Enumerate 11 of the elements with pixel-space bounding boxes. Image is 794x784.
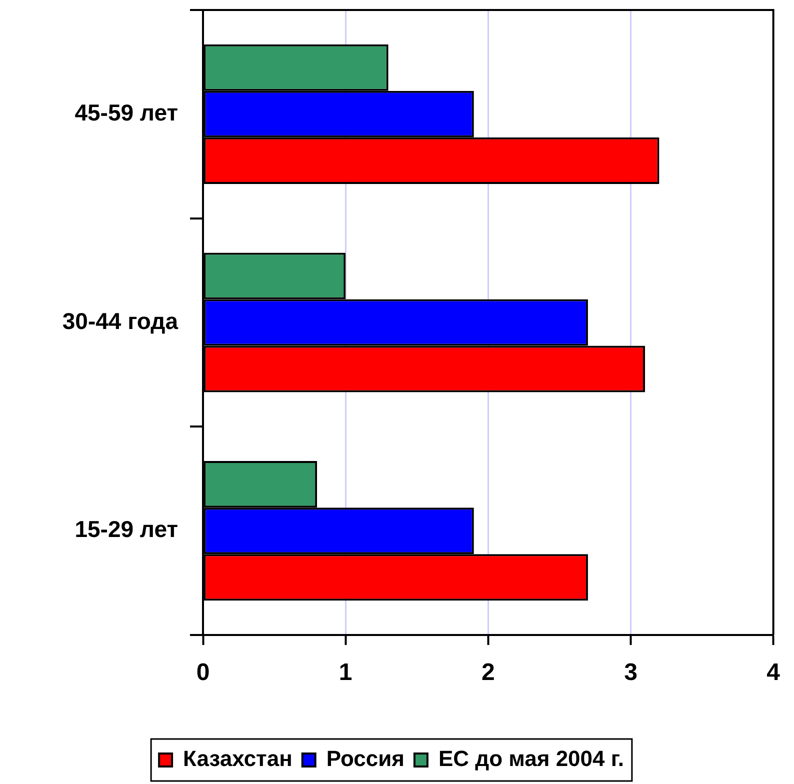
y-tick-label: 30-44 года <box>62 308 178 334</box>
y-tick-label: 15-29 лет <box>74 516 178 542</box>
legend-label: Казахстан <box>183 746 292 772</box>
x-tick-label: 2 <box>481 659 495 686</box>
x-tick-label: 0 <box>196 659 210 686</box>
x-tick-label: 3 <box>624 659 638 686</box>
x-tick-label: 1 <box>338 659 352 686</box>
x-tick-label: 4 <box>766 659 781 686</box>
legend-label: Россия <box>326 746 404 772</box>
legend-label: ЕС до мая 2004 г. <box>438 746 624 772</box>
y-tick-label: 45-59 лет <box>74 100 178 126</box>
